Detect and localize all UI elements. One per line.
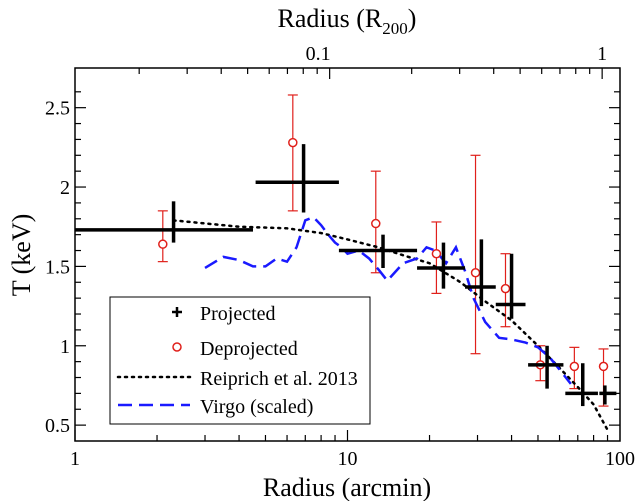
legend-swatch-deprojected: [172, 342, 182, 352]
top-tick-label: 0.1: [306, 43, 331, 65]
x-tick-label: 1: [70, 448, 80, 470]
deprojected-point: [470, 268, 481, 278]
y-tick-label: 1: [60, 336, 70, 358]
virgo-line: [204, 215, 572, 385]
top-axis-label-close: ): [408, 4, 417, 33]
legend-label-deprojected: Deprojected: [200, 338, 298, 360]
top-axis-label-sub: 200: [382, 19, 408, 38]
x-tick-label: 100: [605, 448, 635, 470]
legend-swatch-projected: [172, 307, 182, 317]
y-tick-label: 2: [60, 177, 70, 199]
deprojected-point: [288, 137, 298, 148]
x-tick-label: 10: [338, 448, 358, 470]
legend-box: [109, 296, 371, 425]
top-tick-label: 1: [597, 43, 607, 65]
top-axis-label: Radius (R200): [278, 4, 417, 38]
legend-label-virgo: Virgo (scaled): [200, 396, 313, 418]
legend-label-reiprich: Reiprich et al. 2013: [200, 368, 358, 390]
data-markers: [75, 137, 617, 407]
y-axis-label: T (keV): [7, 214, 36, 297]
y-tick-label: 2.5: [45, 98, 70, 120]
x-axis-label: Radius (arcmin): [263, 473, 431, 501]
top-axis-label-main: Radius (R: [278, 4, 383, 33]
deprojected-point: [569, 361, 580, 372]
deprojected-point: [431, 248, 442, 259]
y-tick-label: 0.5: [45, 415, 70, 437]
deprojected-point: [371, 218, 381, 229]
axis-ticks: [74, 68, 620, 441]
deprojected-point: [500, 283, 511, 294]
y-tick-label: 1.5: [45, 256, 70, 278]
deprojected-point: [598, 361, 609, 372]
deprojected-point: [158, 239, 168, 249]
legend-label-projected: Projected: [200, 303, 276, 325]
legend: Projected Deprojected Reiprich et al. 20…: [109, 296, 371, 425]
